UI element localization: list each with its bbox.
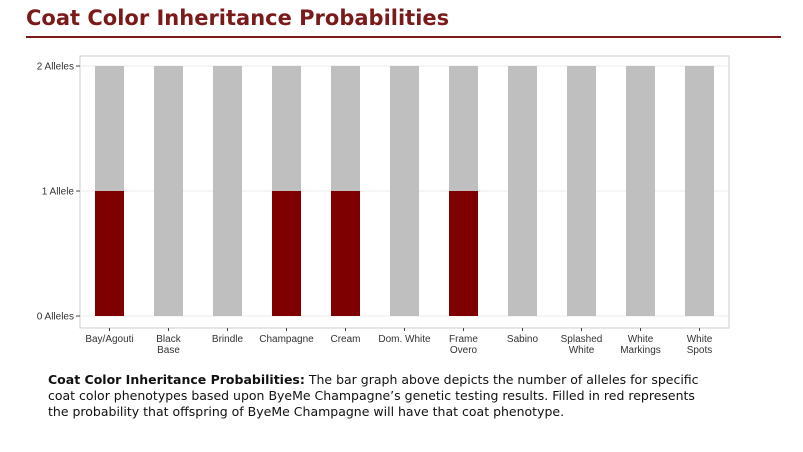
y-tick-label: 0 Alleles <box>37 312 74 323</box>
x-tick-label: White Markings <box>620 334 661 356</box>
x-tick-label: Brindle <box>212 334 244 345</box>
x-tick-label: Black Base <box>156 334 181 356</box>
bar-filled <box>449 191 478 316</box>
x-tick-label: Frame Overo <box>449 334 478 356</box>
bar-empty <box>626 66 655 316</box>
bar-empty <box>685 66 714 316</box>
bar-filled <box>331 191 360 316</box>
bar-empty <box>272 66 301 191</box>
x-tick-label: Bay/Agouti <box>85 334 133 345</box>
allele-bar-chart: 0 Alleles 1 Allele 2 Alleles Bay/Agouti Blac… <box>37 55 730 356</box>
x-tick-label: Sabino <box>507 334 539 345</box>
x-tick-label: Splashed White <box>561 334 603 356</box>
caption-text: The bar graph above depicts the number o… <box>48 372 699 419</box>
bar-empty <box>331 66 360 191</box>
title-divider <box>26 36 781 38</box>
x-tick-label: White Spots <box>687 334 713 356</box>
chart-caption: Coat Color Inheritance Probabilities: Th… <box>48 372 708 420</box>
bar-empty <box>567 66 596 316</box>
bar-filled <box>95 191 124 316</box>
bar-filled <box>272 191 301 316</box>
bar-empty <box>95 66 124 191</box>
page-title: Coat Color Inheritance Probabilities <box>26 6 450 30</box>
bar-empty <box>154 66 183 316</box>
bar-empty <box>390 66 419 316</box>
x-tick-label: Dom. White <box>378 334 431 345</box>
x-tick-label: Champagne <box>259 334 314 345</box>
bar-empty <box>449 66 478 191</box>
y-tick-label: 2 Alleles <box>37 62 74 73</box>
bar-empty <box>508 66 537 316</box>
y-tick-label: 1 Allele <box>42 187 75 198</box>
caption-label: Coat Color Inheritance Probabilities: <box>48 372 305 387</box>
x-tick-label: Cream <box>330 334 360 345</box>
bar-empty <box>213 66 242 316</box>
